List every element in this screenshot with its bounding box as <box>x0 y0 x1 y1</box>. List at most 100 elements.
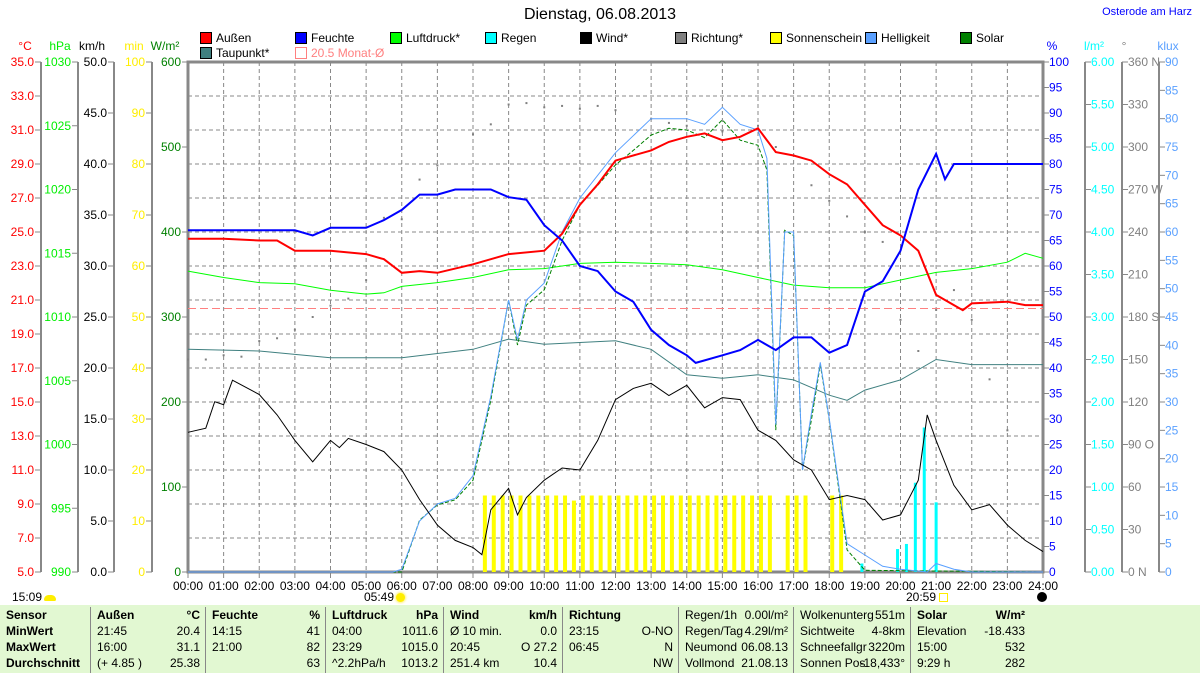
axis-tick-label-sun: 100 <box>125 55 145 69</box>
rain-bar <box>896 549 900 572</box>
axis-tick-label-hum: 95 <box>1049 81 1063 95</box>
axis-tick-label-hum: 35 <box>1049 387 1063 401</box>
sunshine-bar <box>545 495 550 572</box>
legend-item: Richtung* <box>675 31 743 45</box>
axis-tick-label-wind: 50.0 <box>84 55 108 69</box>
direction-dot <box>222 354 225 357</box>
axis-tick-label-press: 1000 <box>44 438 71 452</box>
direction-dot <box>846 215 849 218</box>
sunshine-bar <box>634 495 639 572</box>
axis-tick-label-temp: 19.0 <box>11 327 35 341</box>
table-header-unit: 0.00l/m² <box>744 608 788 622</box>
direction-dot <box>828 199 831 202</box>
axis-tick-label-wind: 40.0 <box>84 157 108 171</box>
table-col: Regen/1h 0.00l/m² Regen/Tag 4.29l/m² Neumond… <box>678 607 794 673</box>
direction-dot <box>667 121 670 124</box>
table-cell: (+ 4.85 ) <box>97 656 143 670</box>
table-header: Richtung <box>569 608 621 622</box>
table-cell: Vollmond <box>685 656 735 670</box>
table-header: Feuchte <box>212 608 259 622</box>
x-tick-label: 21:00 <box>921 579 951 593</box>
axis-tick-label-sun: 20 <box>132 463 146 477</box>
location-link[interactable]: Osterode am Harz <box>1102 6 1192 18</box>
sunrise-marker: 05:49 <box>364 590 406 604</box>
sunshine-bar <box>598 495 603 572</box>
direction-dot <box>810 184 813 187</box>
table-cell-value: O 27.2 <box>520 640 557 654</box>
sunshine-bar <box>741 495 746 572</box>
table-cell-value: 3220m <box>868 640 905 654</box>
table-header: Wind <box>450 608 480 622</box>
axis-tick-label-dir: 150 <box>1128 353 1148 367</box>
direction-dot <box>881 240 884 243</box>
sunshine-bar <box>678 495 683 572</box>
table-cell: Regen/Tag <box>685 624 744 638</box>
direction-dot <box>204 358 207 361</box>
axis-tick-label-hum: 85 <box>1049 132 1063 146</box>
sunshine-bar <box>785 495 790 572</box>
axis-unit-dir: ° <box>1122 39 1127 53</box>
x-tick-label: 13:00 <box>636 579 666 593</box>
sunshine-bar <box>750 495 755 572</box>
sunshine-bar <box>554 495 559 572</box>
axis-tick-label-rain: 5.00 <box>1091 140 1115 154</box>
sunshine-bar <box>616 495 621 572</box>
row-label: MinWert <box>6 624 54 638</box>
sunshine-bar <box>563 495 568 572</box>
table-header: Regen/1h <box>685 608 738 622</box>
sunshine-bar <box>758 495 763 572</box>
axis-tick-label-wind: 20.0 <box>84 361 108 375</box>
x-tick-label: 11:00 <box>565 579 594 593</box>
direction-dot <box>863 231 866 233</box>
direction-dot <box>774 146 777 148</box>
axis-tick-label-rain: 5.50 <box>1091 98 1115 112</box>
axis-tick-label-rain: 2.50 <box>1091 353 1115 367</box>
sunshine-bar <box>803 495 808 572</box>
direction-dot <box>561 104 564 107</box>
axis-unit-hum: % <box>1047 39 1058 53</box>
axis-tick-label-rain: 0.50 <box>1091 523 1115 537</box>
axis-tick-label-lux: 45 <box>1165 310 1179 324</box>
x-tick-label: 12:00 <box>600 579 630 593</box>
axis-tick-label-rain: 1.00 <box>1091 480 1115 494</box>
row-label: Durchschnitt <box>6 656 81 670</box>
sunshine-bar <box>669 495 674 572</box>
axis-tick-label-temp: 31.0 <box>11 123 35 137</box>
sunshine-bar <box>625 495 630 572</box>
x-tick-label: 18:00 <box>814 579 844 593</box>
table-cell: 23:29 <box>332 640 363 654</box>
axis-tick-label-lux: 15 <box>1165 480 1179 494</box>
legend-item: Feuchte <box>295 31 354 45</box>
axis-unit-rain: l/m² <box>1084 39 1104 53</box>
table-cell-value: 31.1 <box>176 640 200 654</box>
sunshine-bar <box>571 500 576 572</box>
axis-tick-label-temp: 7.0 <box>17 531 34 545</box>
axis-tick-label-lux: 70 <box>1165 168 1179 182</box>
sunshine-bar <box>794 495 799 572</box>
axis-tick-label-press: 1020 <box>44 183 71 197</box>
legend-label: Solar <box>976 31 1005 45</box>
x-tick-label: 16:00 <box>743 579 773 593</box>
axis-tick-label-temp: 33.0 <box>11 89 35 103</box>
table-col-sensor: Sensor MinWert MaxWert Durchschnitt <box>0 607 90 673</box>
axis-unit-solar: W/m² <box>151 39 180 53</box>
direction-dot <box>365 279 368 282</box>
axis-tick-label-lux: 30 <box>1165 395 1179 409</box>
sunshine-bar <box>527 495 532 572</box>
sunshine-bar <box>661 495 665 572</box>
sunshine-bar <box>536 495 541 572</box>
axis-tick-label-hum: 40 <box>1049 361 1063 375</box>
table-cell: Sonnen Pos <box>800 656 866 670</box>
new-moon-icon <box>1037 592 1047 602</box>
axis-tick-label-lux: 80 <box>1165 112 1179 126</box>
axis-tick-label-wind: 5.0 <box>90 514 107 528</box>
legend-label: Feuchte <box>311 31 355 45</box>
table-col: Wind km/h Ø 10 min. 0.0 20:45 O 27.2 251.4 km 1… <box>443 607 563 673</box>
axis-tick-label-sun: 70 <box>132 208 146 222</box>
table-cell-value: 4-8km <box>871 624 905 638</box>
axis-tick-label-rain: 6.00 <box>1091 55 1115 69</box>
row-label: MaxWert <box>6 640 56 654</box>
legend-swatch <box>200 47 212 59</box>
axis-tick-label-lux: 5 <box>1165 537 1172 551</box>
axis-tick-label-sun: 30 <box>132 412 146 426</box>
